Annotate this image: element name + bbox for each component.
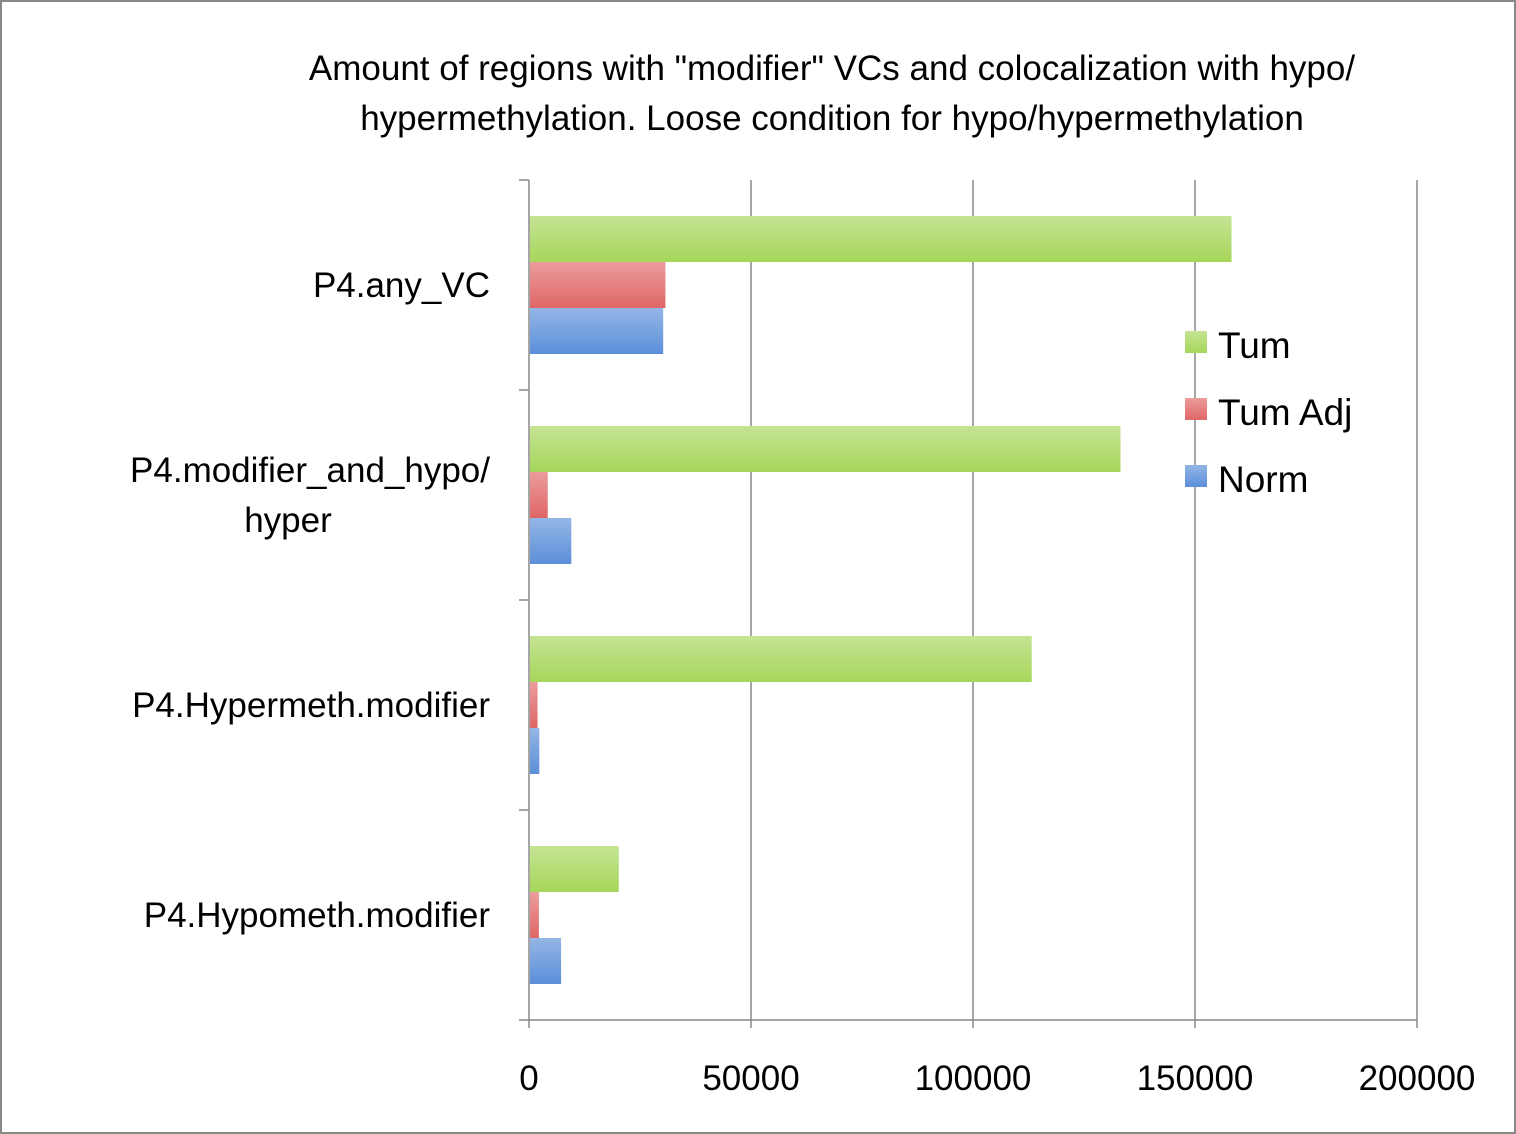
category-label: P4.Hypometh.modifier (144, 896, 491, 935)
legend-label: Tum (1218, 325, 1291, 366)
legend: Tum Tum Adj Norm (1185, 325, 1352, 500)
category-labels: P4.any_VC P4.modifier_and_hypo/hyper P4.Hy… (130, 266, 490, 935)
axes (519, 179, 1418, 1028)
bar-tum (530, 846, 619, 892)
bar-tum (530, 636, 1032, 682)
x-tick-label: 150000 (1137, 1059, 1254, 1098)
bar-tum (530, 426, 1121, 472)
gridlines (750, 180, 1418, 1020)
bar-norm (530, 728, 540, 774)
chart-title-line: Amount of regions with "modifier" VCs an… (309, 49, 1355, 88)
category-label: P4.modifier_and_hypo/ (130, 451, 490, 490)
bar-norm (530, 518, 572, 564)
legend-swatch (1185, 465, 1207, 487)
bar-tum-adj (530, 472, 548, 518)
x-tick-labels: 0 50000 100000 150000 200000 (519, 1059, 1475, 1098)
category-label: hyper (244, 501, 332, 540)
legend-label: Norm (1218, 459, 1308, 500)
bars (530, 216, 1232, 984)
bar-norm (530, 938, 562, 984)
x-tick-label: 0 (519, 1059, 538, 1098)
chart-title: Amount of regions with "modifier" VCs an… (309, 49, 1355, 138)
bar-tum-adj (530, 892, 539, 938)
legend-swatch (1185, 398, 1207, 420)
legend-swatch (1185, 331, 1207, 353)
bar-tum-adj (530, 262, 666, 308)
bar-tum (530, 216, 1232, 262)
x-tick-label: 100000 (915, 1059, 1032, 1098)
x-tick-label: 50000 (702, 1059, 799, 1098)
bar-tum-adj (530, 682, 538, 728)
chart-title-line: hypermethylation. Loose condition for hy… (360, 99, 1304, 138)
bar-norm (530, 308, 664, 354)
legend-label: Tum Adj (1218, 392, 1352, 433)
category-label: P4.any_VC (313, 266, 490, 305)
category-label: P4.Hypermeth.modifier (132, 686, 490, 725)
x-tick-label: 200000 (1359, 1059, 1476, 1098)
